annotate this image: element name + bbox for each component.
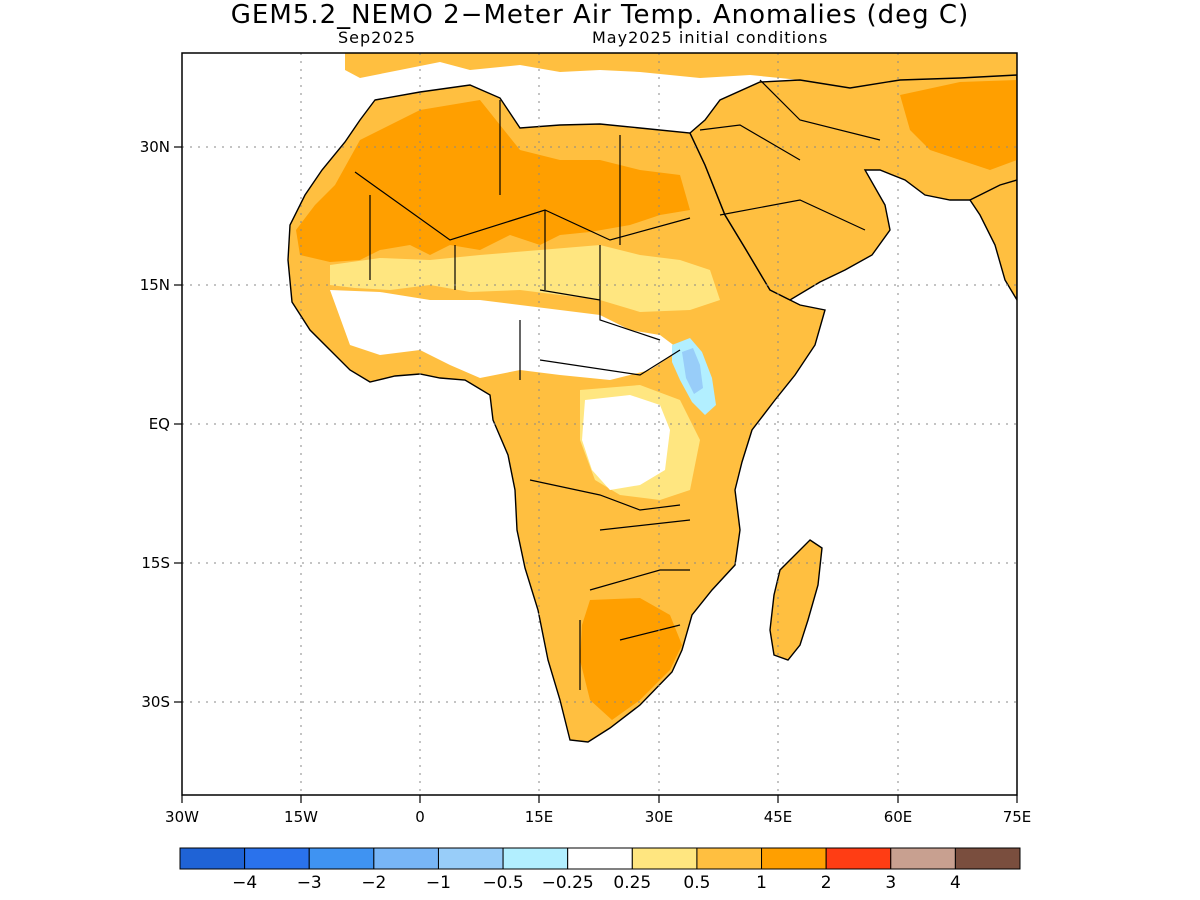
colorbar-swatch <box>437 847 504 870</box>
colorbar-labels: −4 −3 −2 −1 −0.5 −0.25 0.25 0.5 1 2 3 4 <box>232 873 961 893</box>
colorbar-swatch <box>179 847 246 870</box>
graticule <box>182 53 1017 795</box>
colorbar-swatch <box>696 847 763 870</box>
colorbar-tick-label: −2 <box>361 873 386 893</box>
map-plot-area <box>182 53 1017 795</box>
colorbar-swatch <box>825 847 892 870</box>
colorbar-swatch <box>308 847 375 870</box>
anomaly-region-sahel <box>330 245 720 312</box>
neutral-region-congo-basin <box>582 395 670 490</box>
anomaly-region-middle-east <box>900 80 1017 170</box>
subtitle-forecast-month: Sep2025 <box>338 28 416 47</box>
europe-landmass <box>345 53 1017 90</box>
colorbar-tick-label: 2 <box>821 873 832 893</box>
colorbar-tick-label: −1 <box>426 873 451 893</box>
lon-tick-label: 75E <box>1003 808 1032 826</box>
colorbar-swatch <box>502 847 569 870</box>
madagascar-landmass <box>769 539 823 661</box>
lat-tick-label: 15N <box>140 276 170 294</box>
colorbar-tick-label: −4 <box>232 873 257 893</box>
colorbar-tick-label: 0.5 <box>683 873 710 893</box>
colorbar-tick-label: 1 <box>756 873 767 893</box>
tick-marks <box>174 146 1018 803</box>
lat-tick-label: 15S <box>141 554 170 572</box>
colorbar-swatch <box>244 847 310 870</box>
colorbar-swatch <box>631 847 698 870</box>
latitude-labels: 30N 15N EQ 15S 30S <box>140 138 170 711</box>
lat-tick-label: EQ <box>149 415 170 433</box>
lat-tick-label: 30S <box>141 693 170 711</box>
colorbar-swatch <box>761 847 827 870</box>
lon-tick-label: 60E <box>884 808 913 826</box>
lon-tick-label: 15E <box>525 808 554 826</box>
colorbar-swatch <box>567 847 633 870</box>
lon-tick-label: 15W <box>284 808 318 826</box>
anomaly-region-southern-africa <box>580 598 682 720</box>
colorbar-swatch <box>954 847 1021 870</box>
colorbar-swatch <box>890 847 956 870</box>
map-title: GEM5.2_NEMO 2−Meter Air Temp. Anomalies … <box>230 0 970 30</box>
lon-tick-label: 30E <box>645 808 674 826</box>
lon-tick-label: 30W <box>165 808 199 826</box>
colorbar-tick-label: −3 <box>297 873 322 893</box>
colorbar-tick-label: 4 <box>950 873 961 893</box>
country-borders <box>354 79 881 690</box>
colorbar <box>179 847 1021 870</box>
india-landmass <box>968 179 1017 302</box>
anomaly-region-east-africa-cooler <box>682 348 703 394</box>
lon-tick-label: 0 <box>415 808 425 826</box>
colorbar-tick-label: −0.25 <box>542 873 594 893</box>
anomaly-region-sahara <box>296 100 690 262</box>
colorbar-swatch <box>373 847 439 870</box>
lon-tick-label: 45E <box>764 808 793 826</box>
longitude-labels: 30W 15W 0 15E 30E 45E 60E 75E <box>165 808 1031 826</box>
lat-tick-label: 30N <box>140 138 170 156</box>
subtitle-initial-conditions: May2025 initial conditions <box>592 28 829 47</box>
colorbar-tick-label: 0.25 <box>613 873 651 893</box>
neutral-region-west-africa <box>330 290 680 380</box>
colorbar-tick-label: 3 <box>885 873 896 893</box>
colorbar-tick-label: −0.5 <box>482 873 523 893</box>
